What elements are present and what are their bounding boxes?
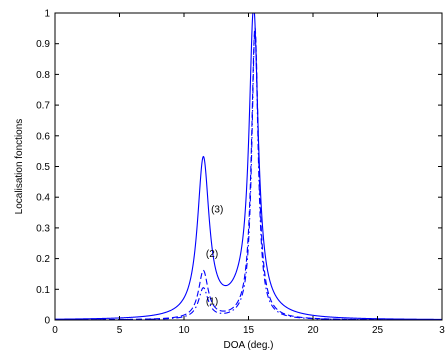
x-axis-label: DOA (deg.)	[223, 340, 273, 351]
annotation-label: (3)	[211, 205, 223, 216]
y-tick-label: 1	[44, 9, 50, 20]
y-axis-label: Localisation fonctions	[14, 119, 25, 215]
x-tick-label: 0	[52, 325, 58, 336]
annotation-label: (2)	[206, 249, 218, 260]
x-tick-label: 3	[439, 325, 445, 336]
x-tick-label: 10	[178, 325, 190, 336]
y-tick-label: 0.4	[36, 193, 50, 204]
annotation-label: (1)	[206, 297, 218, 308]
series-line-2	[54, 27, 442, 321]
x-tick-label: 20	[307, 325, 319, 336]
y-tick-label: 0.3	[36, 223, 50, 234]
curve-annotations: (3) (2) (1)	[206, 205, 223, 308]
y-tick-label: 0.2	[36, 254, 50, 265]
y-tick-label: 0.9	[36, 39, 50, 50]
series-line-1	[55, 12, 443, 320]
y-tick-label: 0	[44, 316, 50, 327]
y-tick-label: 0.5	[36, 162, 50, 173]
y-tick-label: 0.6	[36, 131, 50, 142]
x-tick-label: 15	[243, 325, 255, 336]
series-line-3	[55, 30, 442, 321]
tick-labels: 0 5 10 15 20 25 300.10.20.30.40.50.60.70.80.91	[36, 9, 445, 337]
plot-area-frame	[54, 12, 443, 321]
y-tick-label: 0.1	[36, 285, 50, 296]
x-tick-label: 5	[117, 325, 123, 336]
axis-ticks	[54, 12, 443, 321]
y-tick-label: 0.7	[36, 101, 50, 112]
x-tick-label: 25	[372, 325, 384, 336]
series-lines	[54, 12, 443, 321]
y-tick-label: 0.8	[36, 70, 50, 81]
